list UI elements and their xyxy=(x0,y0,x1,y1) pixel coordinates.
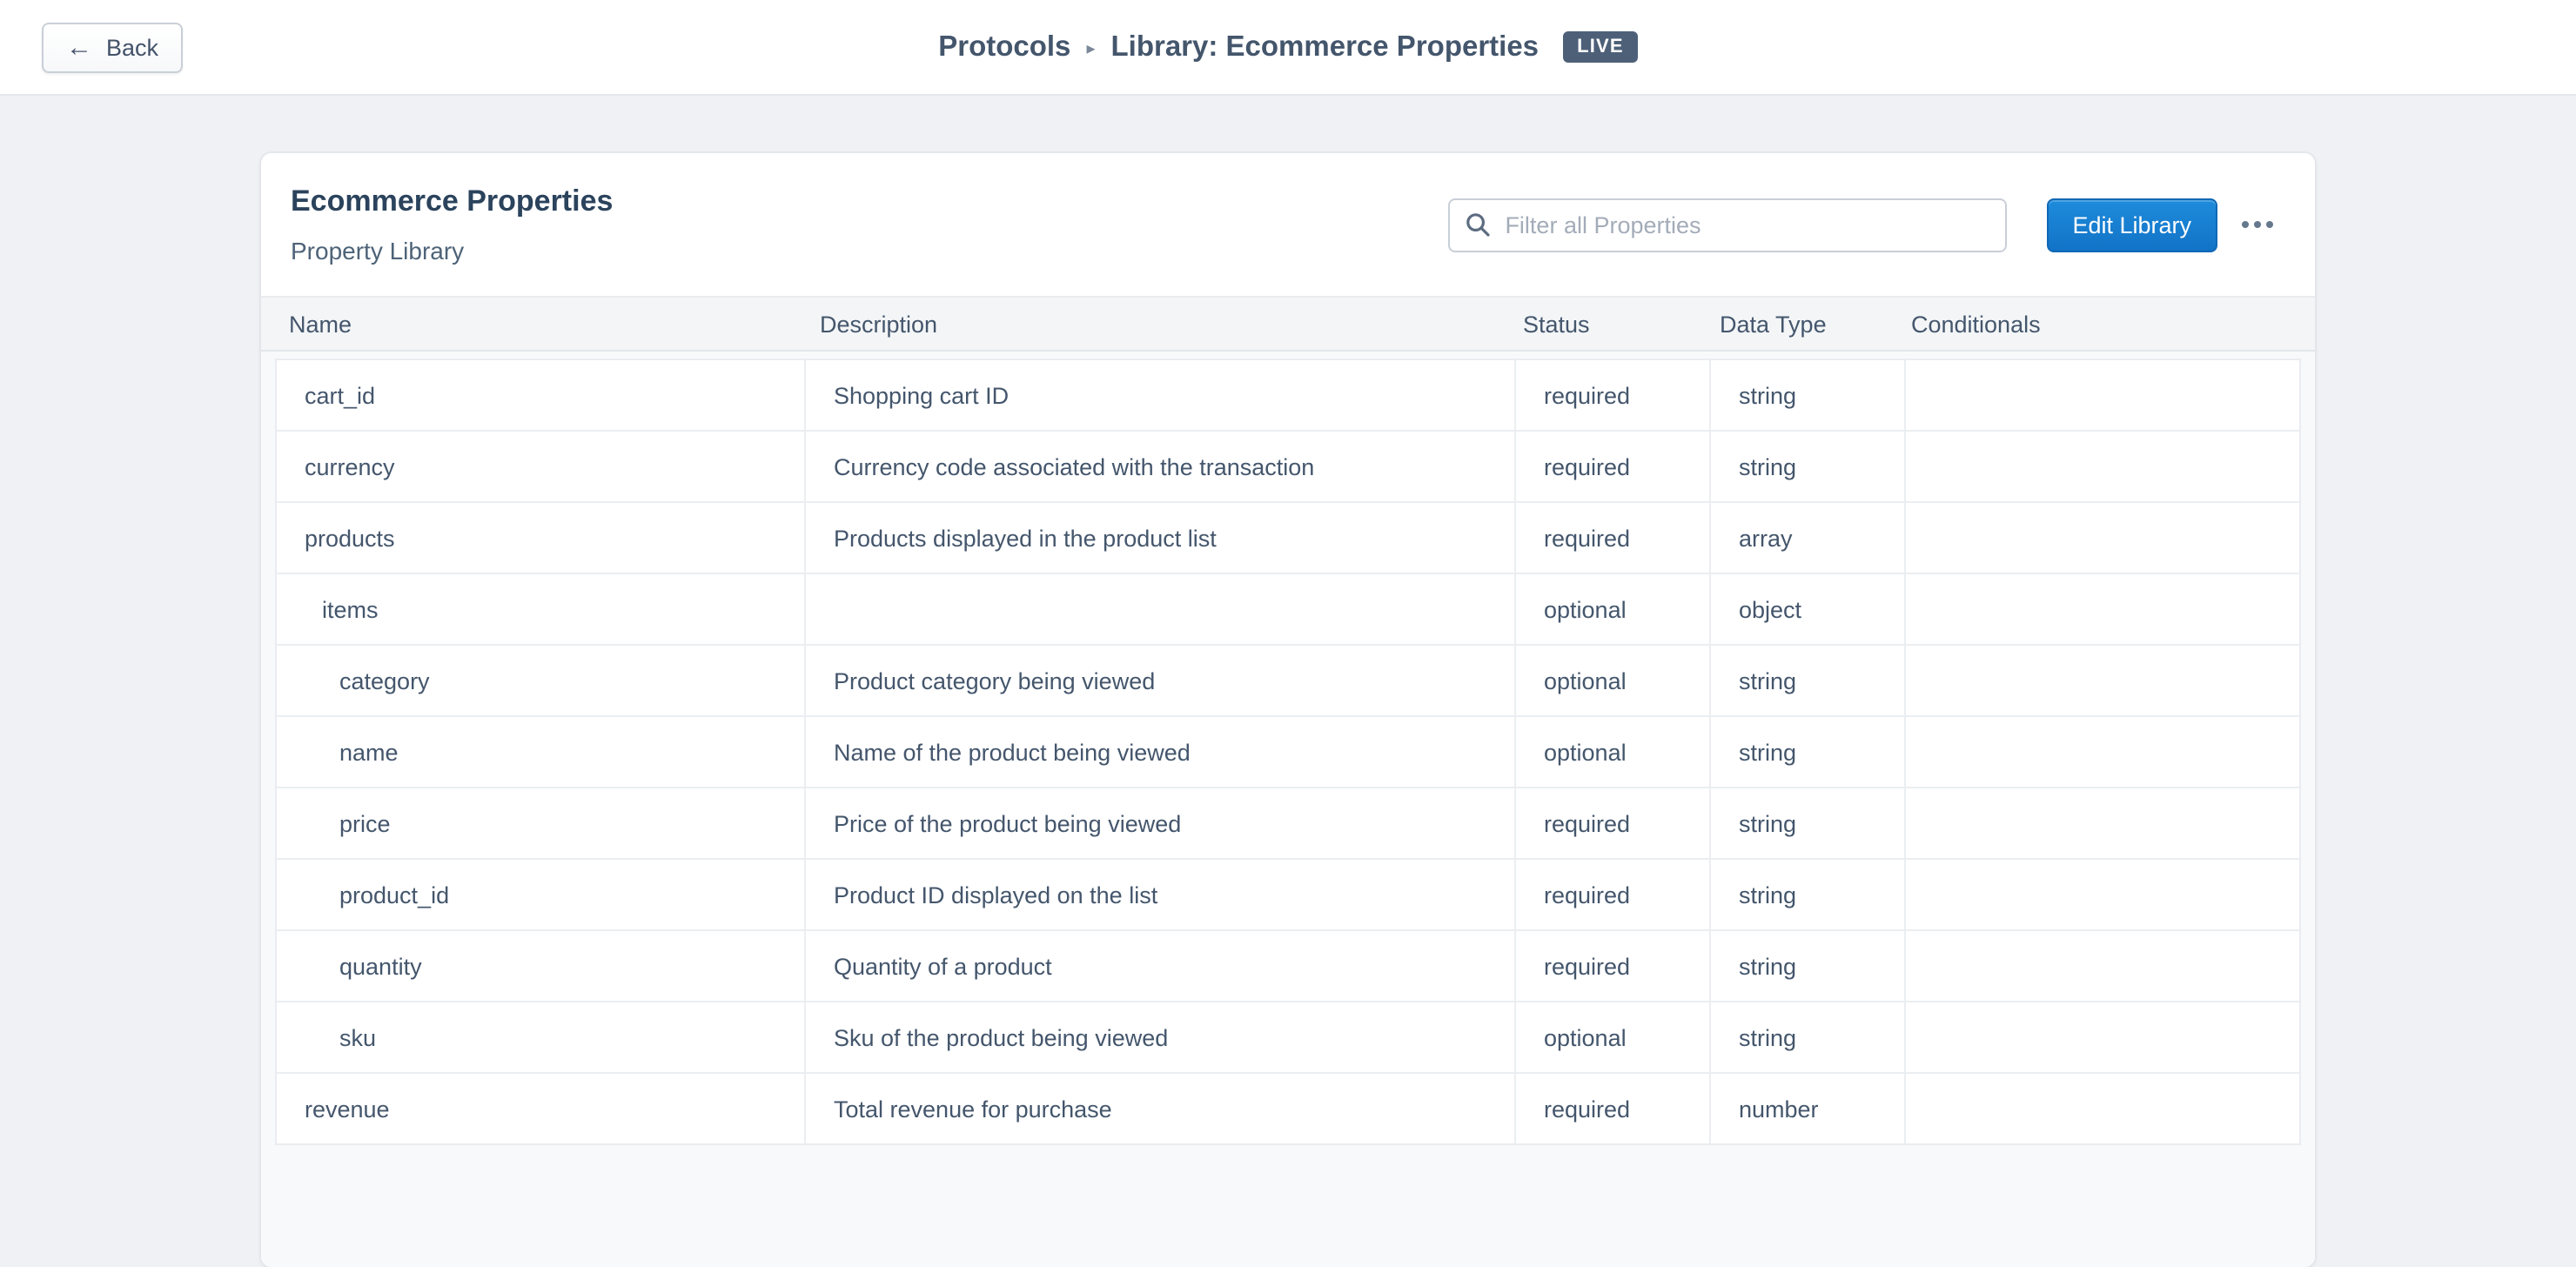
property-name-cell: category xyxy=(339,667,430,694)
property-library-card: Ecommerce Properties Property Library Ed… xyxy=(261,153,2315,1267)
column-header-description: Description xyxy=(820,311,938,337)
table-row[interactable]: category Product category being viewed opt… xyxy=(277,646,2299,717)
breadcrumb-protocols[interactable]: Protocols xyxy=(938,30,1071,62)
breadcrumb: Protocols ▸ Library: Ecommerce Propertie… xyxy=(0,0,2576,94)
property-description-cell: Currency code associated with the transa… xyxy=(804,432,1514,501)
live-badge: LIVE xyxy=(1563,31,1638,63)
property-description-cell: Products displayed in the product list xyxy=(804,503,1514,573)
property-description-cell: Total revenue for purchase xyxy=(804,1074,1514,1143)
property-name-cell: revenue xyxy=(305,1096,390,1122)
overflow-menu-button[interactable] xyxy=(2238,211,2277,238)
table-row[interactable]: product_id Product ID displayed on the li… xyxy=(277,860,2299,931)
ellipsis-icon xyxy=(2242,221,2249,228)
property-data-type-cell: string xyxy=(1709,360,1904,430)
property-data-type-cell: string xyxy=(1709,717,1904,787)
table-row[interactable]: currency Currency code associated with th… xyxy=(277,432,2299,503)
page-body: Ecommerce Properties Property Library Ed… xyxy=(0,153,2576,1267)
properties-table: cart_id Shopping cart ID required string cur… xyxy=(275,359,2301,1145)
property-name-cell: cart_id xyxy=(305,382,376,408)
property-description-cell xyxy=(804,574,1514,644)
property-conditionals-cell xyxy=(1904,788,2299,858)
property-name-cell: sku xyxy=(339,1024,377,1050)
property-status-cell: required xyxy=(1514,860,1709,929)
top-nav: ← Back Protocols ▸ Library: Ecommerce Pr… xyxy=(0,0,2576,96)
card-actions: Edit Library xyxy=(1447,198,2277,251)
back-button[interactable]: ← Back xyxy=(42,23,184,73)
property-status-cell: optional xyxy=(1514,1002,1709,1072)
property-conditionals-cell xyxy=(1904,860,2299,929)
property-status-cell: required xyxy=(1514,503,1709,573)
property-data-type-cell: array xyxy=(1709,503,1904,573)
property-conditionals-cell xyxy=(1904,360,2299,430)
property-name-cell: quantity xyxy=(339,953,422,979)
property-conditionals-cell xyxy=(1904,1074,2299,1143)
ellipsis-icon xyxy=(2254,221,2261,228)
property-name-cell: price xyxy=(339,810,391,836)
property-conditionals-cell xyxy=(1904,717,2299,787)
property-conditionals-cell xyxy=(1904,931,2299,1001)
property-conditionals-cell xyxy=(1904,503,2299,573)
property-status-cell: optional xyxy=(1514,646,1709,715)
table-header-row: Name Description Status Data Type Conditiona… xyxy=(261,296,2315,352)
column-header-data-type: Data Type xyxy=(1720,311,1827,337)
property-data-type-cell: string xyxy=(1709,646,1904,715)
property-status-cell: required xyxy=(1514,432,1709,501)
property-name-cell: products xyxy=(305,525,395,551)
card-header: Ecommerce Properties Property Library Ed… xyxy=(261,153,2315,296)
table-row[interactable]: sku Sku of the product being viewed option… xyxy=(277,1002,2299,1074)
table-row[interactable]: cart_id Shopping cart ID required string xyxy=(277,360,2299,432)
table-row[interactable]: products Products displayed in the produc… xyxy=(277,503,2299,574)
property-name-cell: name xyxy=(339,739,399,765)
property-conditionals-cell xyxy=(1904,574,2299,644)
table-row[interactable]: quantity Quantity of a product required str… xyxy=(277,931,2299,1002)
table-section: cart_id Shopping cart ID required string cur… xyxy=(261,352,2315,1267)
property-conditionals-cell xyxy=(1904,1002,2299,1072)
back-arrow-icon: ← xyxy=(66,33,92,63)
property-description-cell: Product ID displayed on the list xyxy=(804,860,1514,929)
property-name-cell: items xyxy=(322,596,379,622)
property-name-cell: currency xyxy=(305,453,395,479)
back-button-label: Back xyxy=(106,35,159,61)
property-description-cell: Price of the product being viewed xyxy=(804,788,1514,858)
search-icon xyxy=(1466,212,1490,236)
property-data-type-cell: string xyxy=(1709,788,1904,858)
property-status-cell: required xyxy=(1514,360,1709,430)
table-row[interactable]: items optional object xyxy=(277,574,2299,646)
ellipsis-icon xyxy=(2266,221,2273,228)
property-description-cell: Sku of the product being viewed xyxy=(804,1002,1514,1072)
property-data-type-cell: number xyxy=(1709,1074,1904,1143)
page-title: Ecommerce Properties xyxy=(291,184,614,218)
property-description-cell: Shopping cart ID xyxy=(804,360,1514,430)
column-header-name: Name xyxy=(289,311,352,337)
property-status-cell: optional xyxy=(1514,574,1709,644)
card-title-block: Ecommerce Properties Property Library xyxy=(291,181,613,268)
breadcrumb-current: Library: Ecommerce Properties xyxy=(1110,30,1540,62)
filter-field xyxy=(1447,198,2007,251)
property-description-cell: Name of the product being viewed xyxy=(804,717,1514,787)
filter-input[interactable] xyxy=(1447,198,2007,251)
property-data-type-cell: object xyxy=(1709,574,1904,644)
column-header-conditionals: Conditionals xyxy=(1911,311,2041,337)
column-header-status: Status xyxy=(1523,311,1590,337)
property-data-type-cell: string xyxy=(1709,432,1904,501)
table-row[interactable]: name Name of the product being viewed opti… xyxy=(277,717,2299,788)
table-row[interactable]: revenue Total revenue for purchase require… xyxy=(277,1074,2299,1143)
property-conditionals-cell xyxy=(1904,646,2299,715)
property-data-type-cell: string xyxy=(1709,860,1904,929)
property-data-type-cell: string xyxy=(1709,931,1904,1001)
property-conditionals-cell xyxy=(1904,432,2299,501)
breadcrumb-separator-icon: ▸ xyxy=(1086,39,1096,58)
table-row[interactable]: price Price of the product being viewed re… xyxy=(277,788,2299,860)
property-name-cell: product_id xyxy=(339,882,450,908)
edit-library-button[interactable]: Edit Library xyxy=(2046,198,2217,251)
property-status-cell: optional xyxy=(1514,717,1709,787)
property-data-type-cell: string xyxy=(1709,1002,1904,1072)
property-description-cell: Quantity of a product xyxy=(804,931,1514,1001)
page-subtitle: Property Library xyxy=(291,237,465,265)
property-status-cell: required xyxy=(1514,931,1709,1001)
property-description-cell: Product category being viewed xyxy=(804,646,1514,715)
property-status-cell: required xyxy=(1514,1074,1709,1143)
property-status-cell: required xyxy=(1514,788,1709,858)
